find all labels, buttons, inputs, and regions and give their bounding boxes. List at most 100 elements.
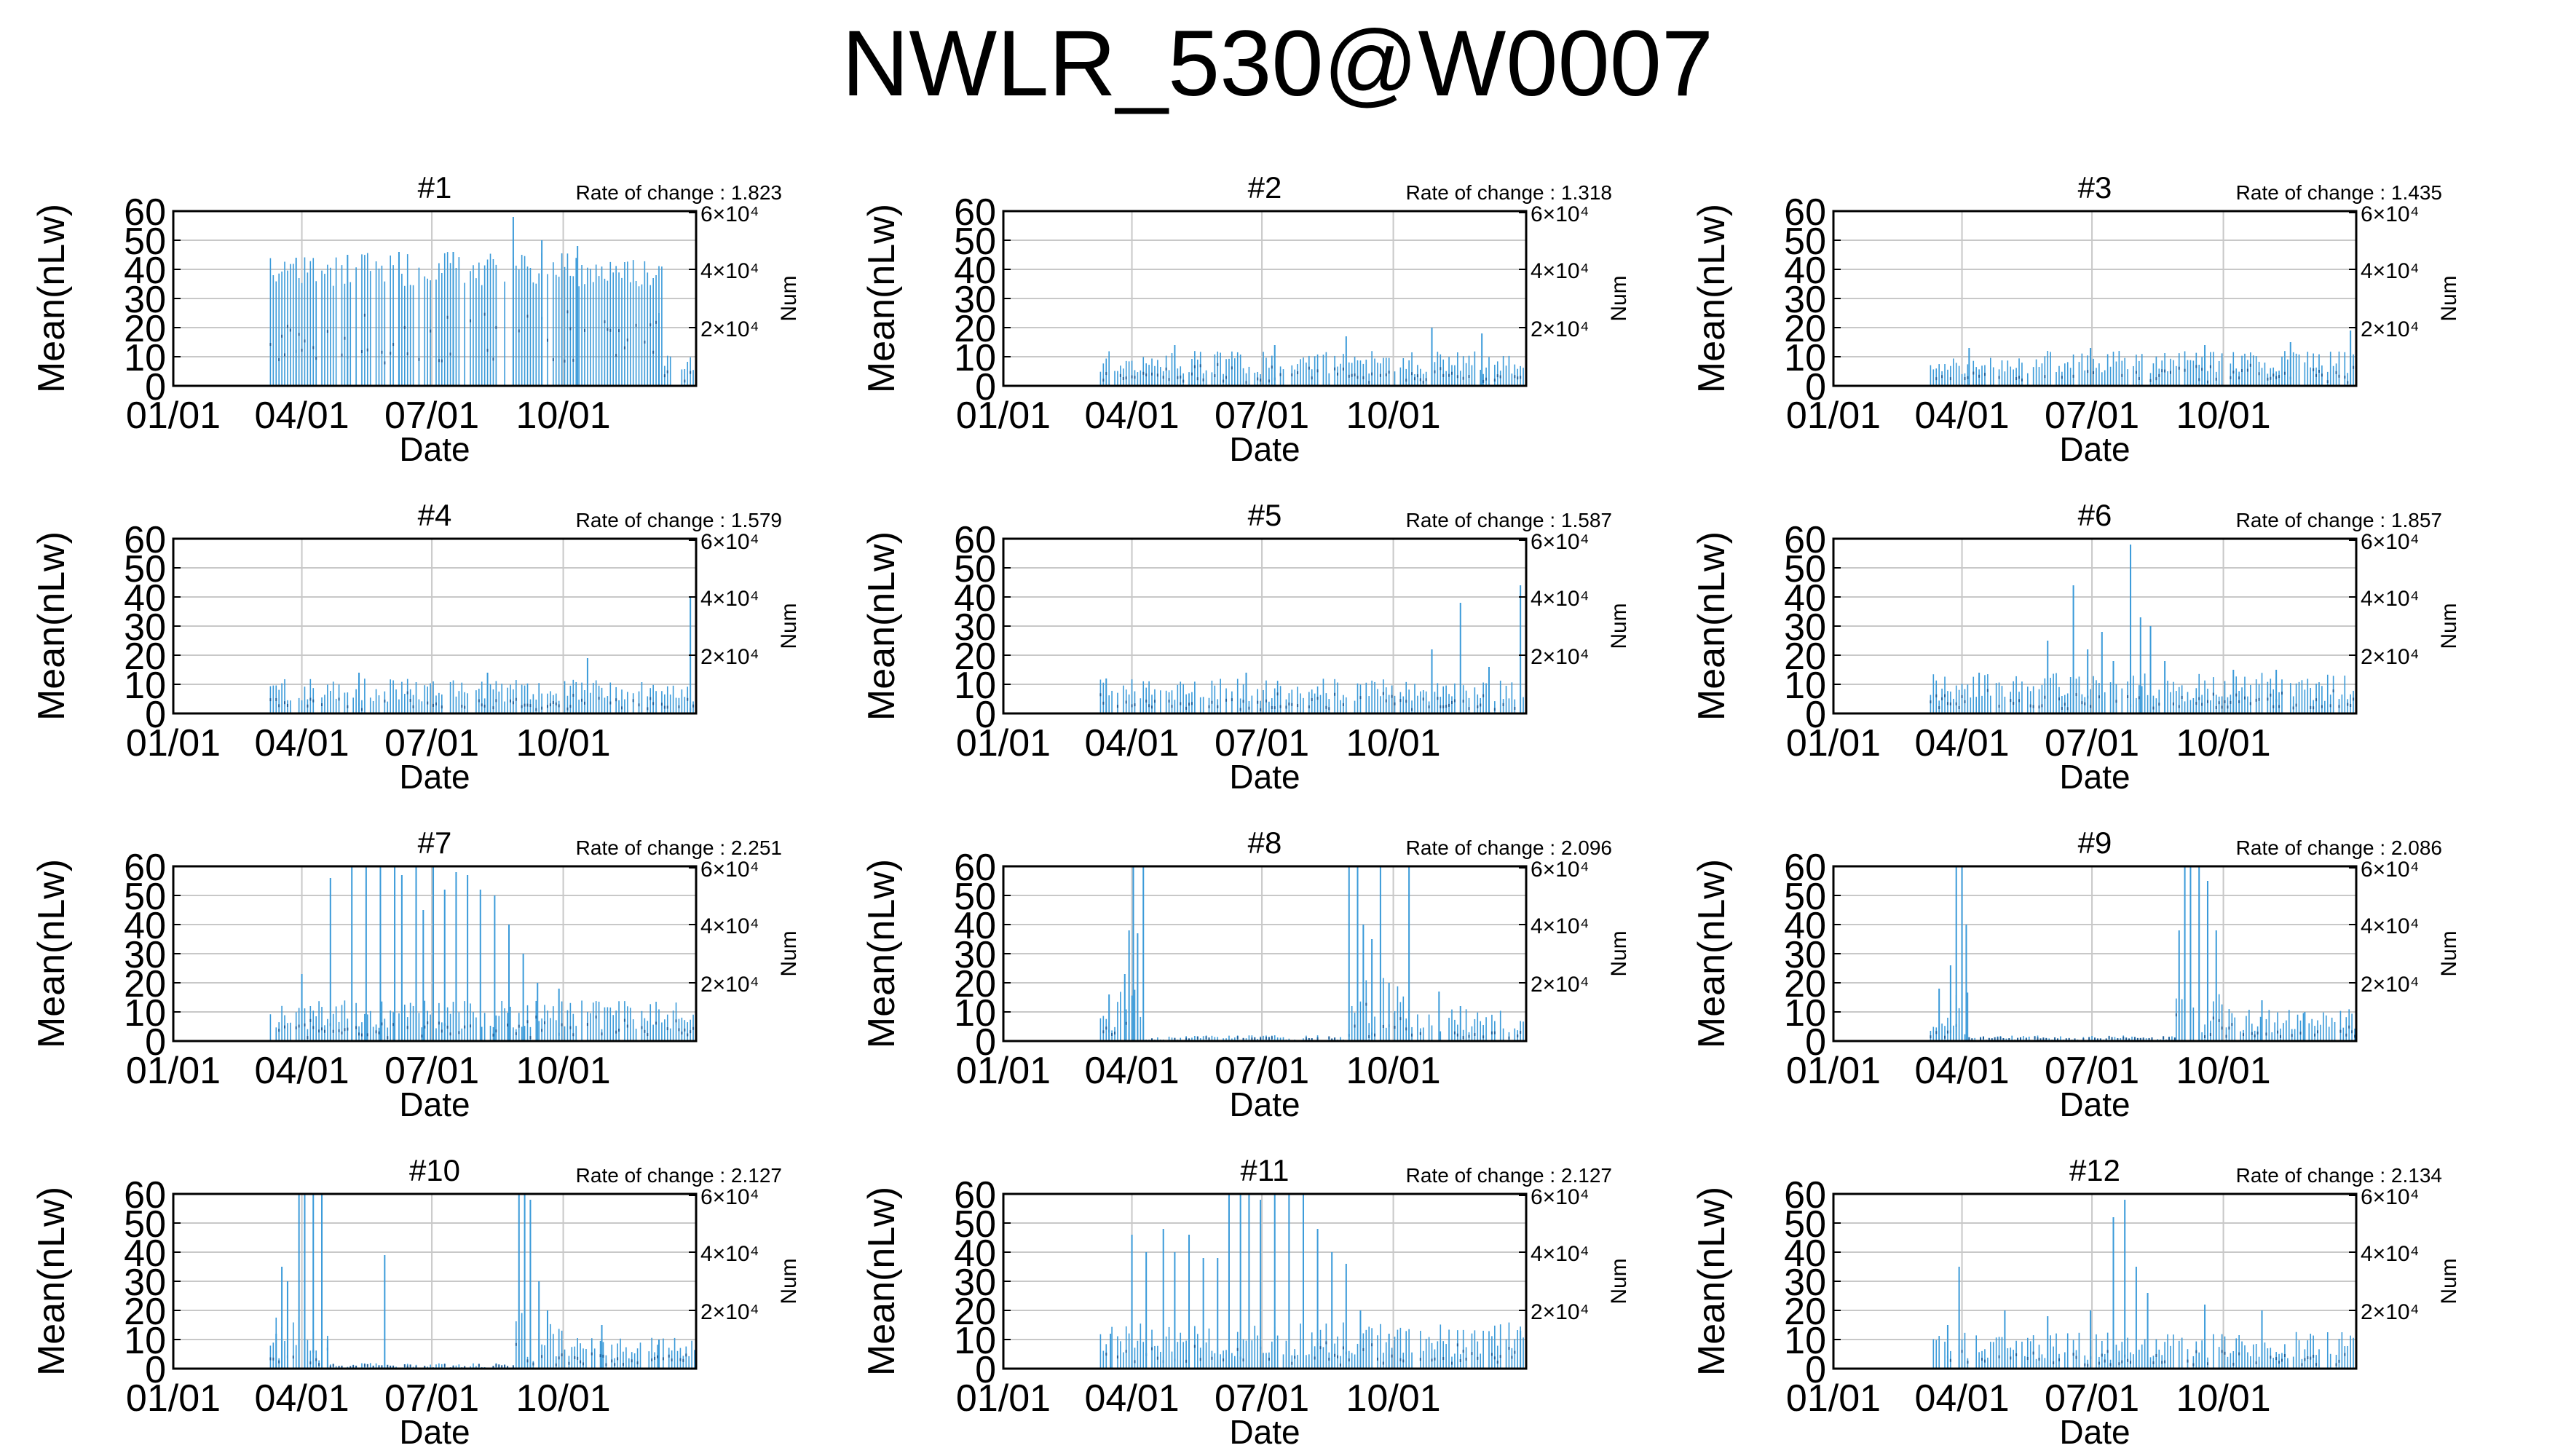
- y2-axis-label: Num: [1607, 603, 1631, 649]
- y-tick-label: 30: [954, 606, 996, 649]
- panel-title: #4: [418, 498, 452, 532]
- y2-tick-label: 4×10⁴: [700, 1242, 759, 1266]
- x-tick-label: 10/01: [2176, 395, 2270, 437]
- bar-series: [1099, 866, 1524, 1042]
- plot-frame: [172, 1192, 698, 1370]
- x-axis-label: Date: [2059, 1085, 2130, 1123]
- y-tick-label: 20: [124, 1291, 166, 1333]
- y-tick-label: 40: [954, 250, 996, 292]
- x-tick-label: 10/01: [1346, 1377, 1440, 1420]
- rate-of-change-label: Rate of change : 2.096: [1406, 836, 1612, 859]
- y-tick-label: 30: [1784, 606, 1826, 649]
- y-tick-label: 60: [1784, 847, 1826, 889]
- x-axis-label: Date: [1229, 1085, 1300, 1123]
- y-tick-label: 20: [124, 308, 166, 350]
- y2-tick-label: 6×10⁴: [1531, 530, 1589, 554]
- y2-tick-label: 6×10⁴: [700, 530, 759, 554]
- y2-tick-label: 6×10⁴: [700, 1185, 759, 1209]
- y2-tick-label: 4×10⁴: [1531, 914, 1589, 938]
- y-tick-label: 50: [1784, 876, 1826, 918]
- y-tick-label: 20: [954, 963, 996, 1005]
- x-tick-label: 10/01: [2176, 1050, 2270, 1092]
- x-tick-label: 04/01: [1914, 1377, 2009, 1420]
- rate-of-change-label: Rate of change : 2.127: [1406, 1164, 1612, 1187]
- y-tick-label: 10: [1784, 665, 1826, 707]
- y-tick-label: 20: [1784, 308, 1826, 350]
- panel-title: #9: [2078, 826, 2112, 860]
- x-tick-label: 04/01: [1084, 395, 1179, 437]
- panel-title: #1: [418, 170, 452, 205]
- rate-of-change-label: Rate of change : 2.127: [576, 1164, 782, 1187]
- y-tick-label: 50: [1784, 221, 1826, 263]
- y2-axis-label: Num: [1607, 1258, 1631, 1304]
- x-tick-label: 01/01: [956, 1377, 1051, 1420]
- plot-frame: [172, 537, 698, 715]
- y-axis-label: Mean(nLw): [1691, 859, 1733, 1048]
- y-tick-label: 40: [1784, 250, 1826, 292]
- y-tick-label: 40: [124, 905, 166, 947]
- y-tick-label: 20: [1784, 636, 1826, 678]
- rate-of-change-label: Rate of change : 1.823: [576, 181, 782, 204]
- x-tick-label: 07/01: [2045, 1050, 2139, 1092]
- y-tick-label: 0: [145, 1349, 166, 1391]
- y-tick-label: 60: [124, 847, 166, 889]
- y-tick-label: 0: [975, 1021, 996, 1064]
- y-tick-label: 40: [1784, 905, 1826, 947]
- y-tick-label: 20: [954, 1291, 996, 1333]
- y2-axis-label: Num: [2437, 603, 2461, 649]
- y2-tick-label: 2×10⁴: [700, 317, 759, 341]
- y-tick-label: 10: [124, 992, 166, 1034]
- y2-tick-label: 6×10⁴: [1531, 858, 1589, 882]
- y2-tick-label: 4×10⁴: [2361, 259, 2419, 283]
- x-axis-label: Date: [399, 1085, 470, 1123]
- y2-tick-label: 6×10⁴: [700, 202, 759, 226]
- x-tick-label: 01/01: [956, 1050, 1051, 1092]
- y-axis-label: Mean(nLw): [861, 204, 903, 393]
- y2-axis-label: Num: [777, 275, 801, 321]
- x-tick-label: 10/01: [1346, 1050, 1440, 1092]
- plot-frame: [1832, 537, 2358, 715]
- rate-of-change-label: Rate of change : 1.435: [2236, 181, 2442, 204]
- bar-series: [1099, 1194, 1524, 1369]
- figure-title: NWLR_530@W0007: [841, 12, 1714, 116]
- panel-title: #7: [418, 826, 452, 860]
- y2-axis-label: Num: [777, 603, 801, 649]
- x-tick-label: 01/01: [126, 395, 221, 437]
- y-tick-label: 20: [1784, 1291, 1826, 1333]
- y-tick-label: 10: [124, 665, 166, 707]
- y-tick-label: 50: [124, 876, 166, 918]
- x-axis-label: Date: [2059, 430, 2130, 468]
- panel-title: #12: [2069, 1153, 2120, 1187]
- x-tick-label: 10/01: [1346, 395, 1440, 437]
- x-tick-label: 07/01: [2045, 1377, 2139, 1420]
- x-axis-label: Date: [399, 430, 470, 468]
- y2-tick-label: 4×10⁴: [2361, 914, 2419, 938]
- bar-series: [269, 866, 695, 1041]
- y-tick-label: 0: [1805, 1021, 1826, 1064]
- y2-tick-label: 2×10⁴: [700, 645, 759, 669]
- y-tick-label: 0: [1805, 694, 1826, 736]
- y-tick-label: 20: [954, 308, 996, 350]
- y2-tick-label: 2×10⁴: [2361, 645, 2419, 669]
- y-tick-label: 60: [954, 847, 996, 889]
- x-tick-label: 04/01: [1914, 722, 2009, 764]
- y-axis-label: Mean(nLw): [31, 1187, 73, 1376]
- bar-series: [1099, 585, 1524, 713]
- rate-of-change-label: Rate of change : 2.251: [576, 836, 782, 859]
- x-tick-label: 04/01: [254, 1050, 349, 1092]
- y2-axis-label: Num: [2437, 275, 2461, 321]
- y-tick-label: 40: [1784, 577, 1826, 620]
- y-tick-label: 40: [1784, 1233, 1826, 1275]
- y-tick-label: 0: [145, 1021, 166, 1064]
- y-tick-label: 10: [954, 1320, 996, 1362]
- y-tick-label: 0: [975, 694, 996, 736]
- y-tick-label: 50: [1784, 1203, 1826, 1246]
- y-tick-label: 10: [954, 337, 996, 379]
